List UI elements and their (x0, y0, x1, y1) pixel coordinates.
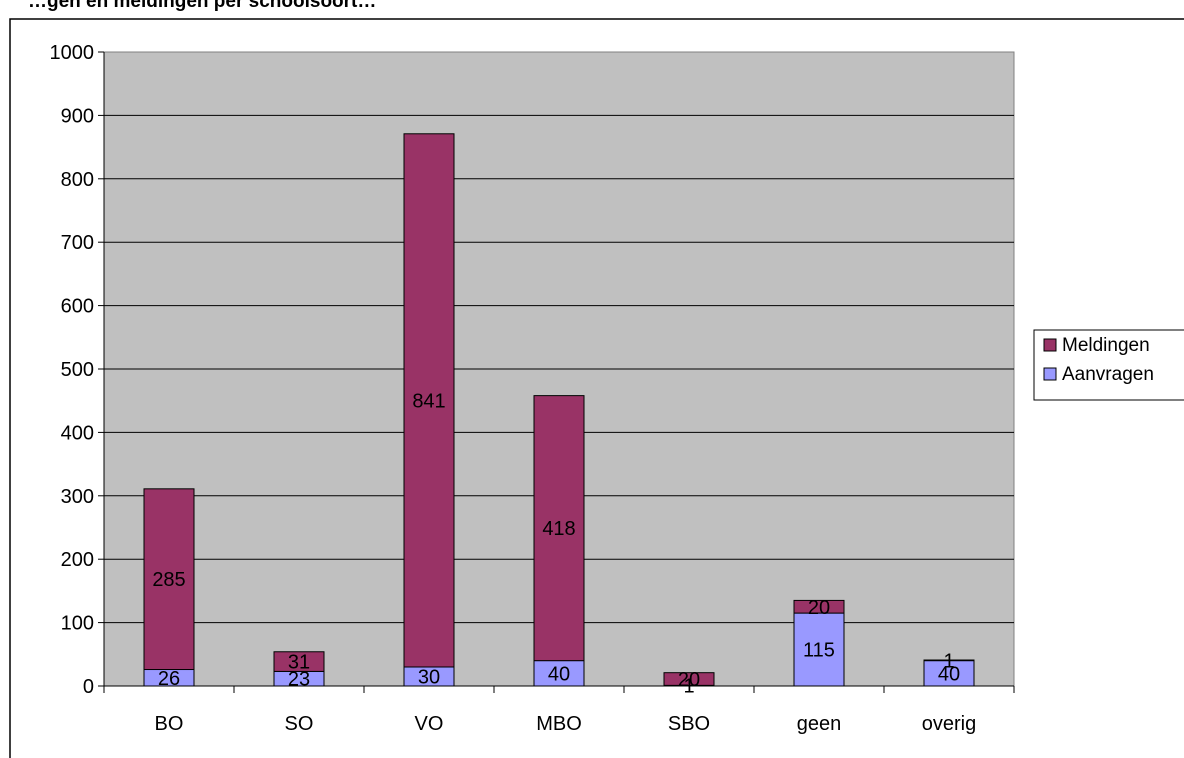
x-tick-label: VO (415, 713, 444, 735)
x-tick-label: MBO (536, 713, 582, 735)
y-tick-label: 600 (61, 296, 94, 318)
legend-box (1033, 329, 1184, 401)
y-tick-label: 500 (61, 359, 94, 381)
y-tick-label: 0 (83, 676, 94, 698)
x-tick-label: SO (285, 713, 314, 735)
legend-label-aanvragen: Aanvragen (1062, 364, 1154, 385)
bar-meldingen (663, 672, 715, 686)
y-tick-label: 900 (61, 105, 94, 127)
data-label: 841 (412, 390, 445, 412)
legend-swatch-aanvragen (1043, 367, 1057, 381)
y-tick-label: 200 (61, 549, 94, 571)
data-label: 1 (683, 676, 694, 698)
bars (143, 133, 975, 687)
y-tick-label: 100 (61, 613, 94, 635)
x-tick-label: overig (922, 713, 976, 735)
data-label: 20 (678, 669, 700, 691)
data-label: 23 (288, 669, 310, 691)
data-label: 115 (803, 640, 835, 662)
y-tick-label: 1000 (50, 42, 95, 64)
y-axis: 0 100 200 300 400 500 600 700 800 900 1000 (50, 42, 105, 698)
data-label: 31 (288, 652, 310, 674)
data-label: 40 (938, 663, 960, 685)
chart-title: …gen en meldingen per schoolsoort… (28, 0, 377, 12)
bar-meldingen (533, 395, 585, 662)
y-tick-label: 400 (61, 422, 94, 444)
bar-meldingen (403, 133, 455, 668)
x-tick-label: geen (797, 713, 842, 735)
bar-aanvragen (793, 612, 845, 687)
data-label: 40 (548, 663, 570, 685)
data-label: 1 (943, 650, 954, 672)
x-tick-label: SBO (668, 713, 710, 735)
bar-meldingen (923, 659, 975, 662)
x-axis: BO SO VO MBO SBO geen overig (103, 685, 1015, 735)
bar-meldingen (143, 488, 195, 671)
legend-swatch-meldingen (1043, 338, 1057, 352)
data-label: 20 (808, 597, 830, 619)
x-tick-label: BO (155, 713, 184, 735)
data-label: 418 (542, 518, 575, 540)
bar-meldingen (793, 599, 845, 614)
bar-meldingen (273, 651, 325, 672)
data-label: 285 (152, 569, 185, 591)
y-tick-label: 700 (61, 232, 94, 254)
data-label: 30 (418, 666, 440, 688)
legend-label-meldingen: Meldingen (1062, 335, 1150, 356)
legend: Meldingen Aanvragen (1033, 329, 1184, 401)
data-label: 26 (158, 668, 180, 690)
y-tick-label: 800 (61, 169, 94, 191)
bar-aanvragen (533, 660, 585, 687)
y-tick-label: 300 (61, 486, 94, 508)
